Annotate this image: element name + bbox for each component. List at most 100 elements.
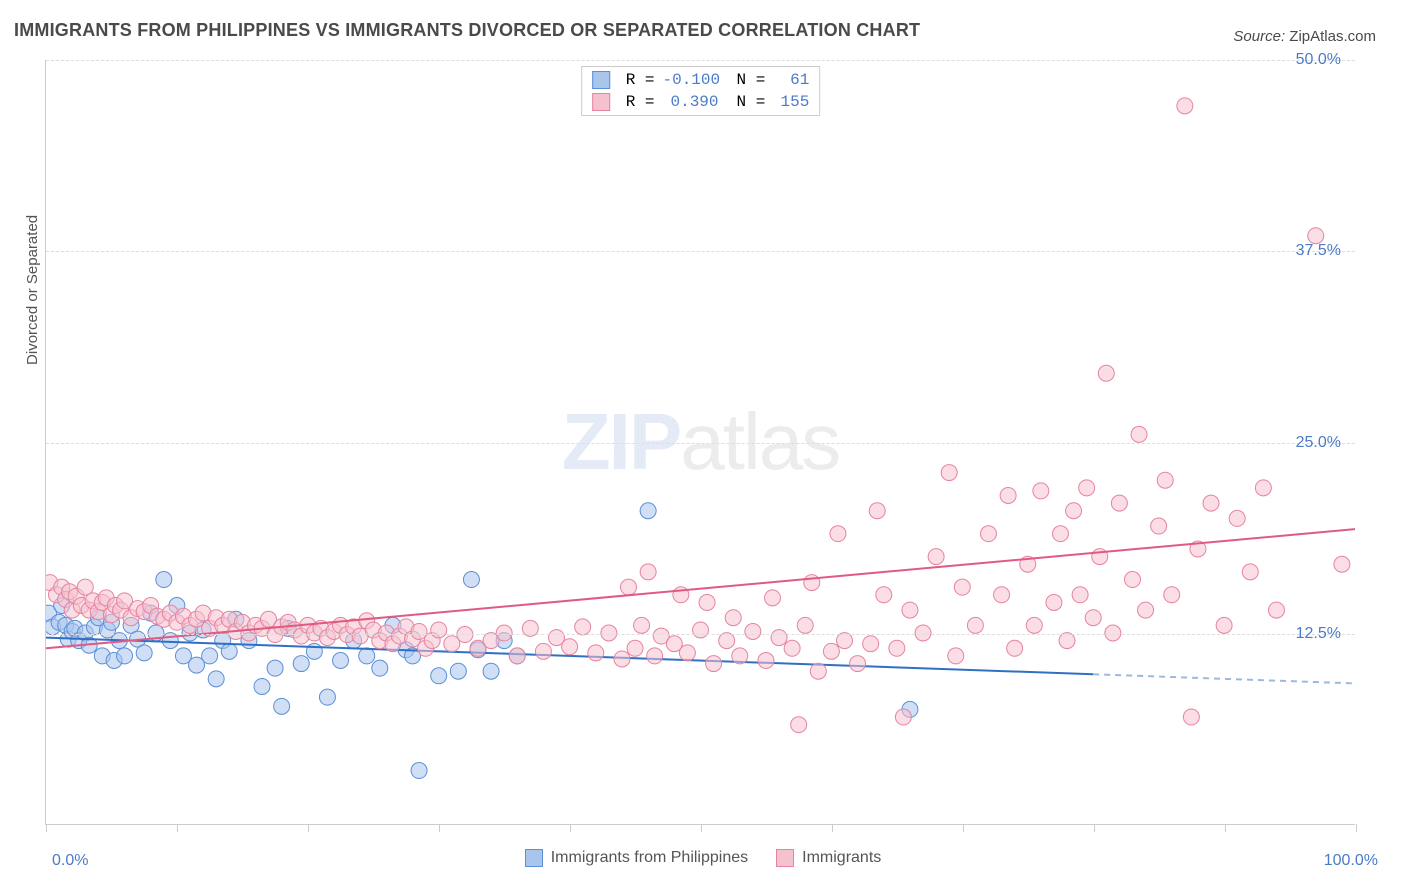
data-point [346, 619, 362, 635]
data-point [1334, 556, 1350, 572]
data-point [411, 763, 427, 779]
data-point [195, 605, 211, 621]
data-point [771, 630, 787, 646]
data-point [326, 623, 342, 639]
data-point [869, 503, 885, 519]
data-point [73, 598, 89, 614]
data-point [450, 663, 466, 679]
y-tick-label: 25.0% [1296, 434, 1341, 452]
legend-swatch [592, 71, 610, 89]
data-point [954, 579, 970, 595]
data-point [614, 651, 630, 667]
data-point [679, 645, 695, 661]
data-point [221, 643, 237, 659]
data-point [247, 617, 263, 633]
data-point [1000, 487, 1016, 503]
data-point [98, 590, 114, 606]
data-point [300, 617, 316, 633]
data-point [241, 633, 257, 649]
data-point [1157, 472, 1173, 488]
data-point [346, 633, 362, 649]
data-point [470, 640, 486, 656]
data-point [496, 633, 512, 649]
data-point [1052, 526, 1068, 542]
data-point [64, 623, 80, 639]
legend-n-label: N = [737, 91, 766, 113]
data-point [640, 564, 656, 580]
data-point [431, 622, 447, 638]
data-point [627, 640, 643, 656]
data-point [274, 619, 290, 635]
legend-r-value: -0.100 [663, 69, 719, 91]
data-point [94, 648, 110, 664]
data-point [902, 602, 918, 618]
data-point [94, 594, 110, 610]
data-point [621, 579, 637, 595]
data-point [274, 698, 290, 714]
data-point [169, 614, 185, 630]
data-point [228, 623, 244, 639]
data-point [1151, 518, 1167, 534]
data-point [535, 643, 551, 659]
legend-swatch [525, 849, 543, 867]
data-point [1183, 709, 1199, 725]
legend-label: Immigrants from Philippines [551, 849, 748, 867]
legend-label: Immigrants [802, 849, 881, 867]
data-point [1124, 572, 1140, 588]
y-tick-label: 37.5% [1296, 242, 1341, 260]
data-point [359, 613, 375, 629]
data-point [483, 663, 499, 679]
x-tick-mark [308, 824, 309, 832]
trend-line [46, 638, 1093, 675]
data-point [123, 617, 139, 633]
grid-line [46, 634, 1355, 635]
watermark-atlas: atlas [680, 397, 839, 486]
data-point [1268, 602, 1284, 618]
data-point [549, 630, 565, 646]
data-point [293, 656, 309, 672]
watermark-zip: ZIP [562, 397, 680, 486]
data-point [103, 607, 119, 623]
data-point [1138, 602, 1154, 618]
data-point [58, 617, 74, 633]
data-point [706, 656, 722, 672]
data-point [46, 575, 58, 591]
data-point [117, 648, 133, 664]
data-point [319, 630, 335, 646]
data-point [106, 653, 122, 669]
data-point [261, 611, 277, 627]
x-tick-mark [46, 824, 47, 832]
data-point [791, 717, 807, 733]
data-point [202, 648, 218, 664]
data-point [100, 622, 116, 638]
data-point [1020, 556, 1036, 572]
data-point [732, 648, 748, 664]
data-point [51, 614, 67, 630]
data-point [1177, 98, 1193, 114]
legend-r-value: 0.390 [663, 91, 719, 113]
data-point [463, 572, 479, 588]
data-point [1066, 503, 1082, 519]
legend-row: R =-0.100N =61 [592, 69, 810, 91]
y-tick-label: 50.0% [1296, 51, 1341, 69]
data-point [810, 663, 826, 679]
x-tick-mark [570, 824, 571, 832]
data-point [784, 640, 800, 656]
x-tick-mark [701, 824, 702, 832]
data-point [130, 601, 146, 617]
data-point [1190, 541, 1206, 557]
x-tick-mark [177, 824, 178, 832]
data-point [54, 598, 70, 614]
data-point [319, 689, 335, 705]
data-point [719, 633, 735, 649]
data-point [483, 633, 499, 649]
data-point [54, 579, 70, 595]
data-point [175, 608, 191, 624]
data-point [365, 622, 381, 638]
data-point [1046, 594, 1062, 610]
data-point [385, 617, 401, 633]
data-point [86, 619, 102, 635]
data-point [1007, 640, 1023, 656]
source-label: Source: [1233, 28, 1285, 45]
data-point [673, 587, 689, 603]
